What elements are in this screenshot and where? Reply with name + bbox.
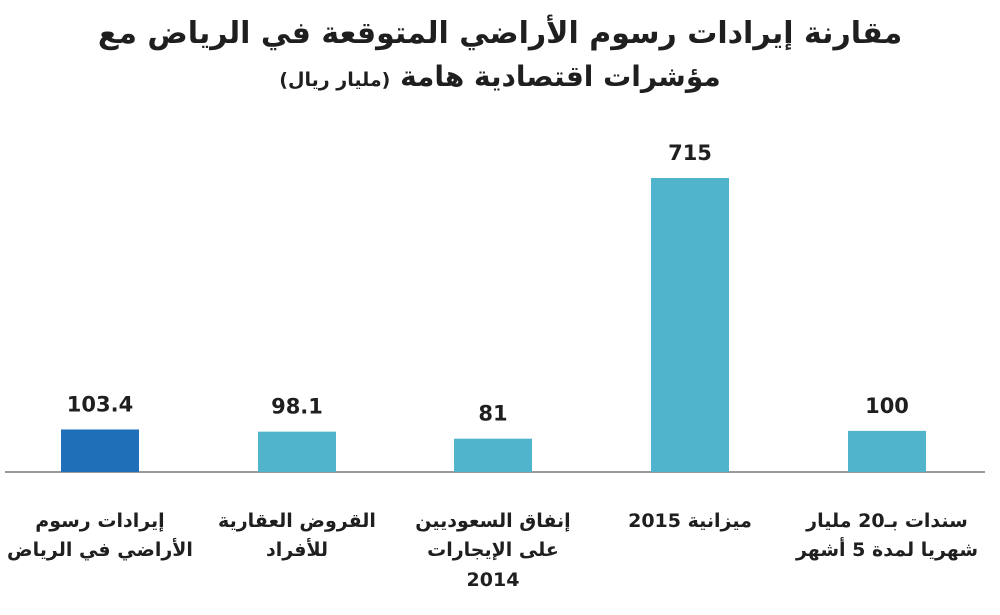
bar-1 [61, 429, 139, 472]
chart-title-line2: مؤشرات اقتصادية هامة (مليار ريال) [0, 60, 1000, 93]
bar-5 [848, 430, 926, 472]
bar-2 [258, 431, 336, 472]
category-label-5: سندات بـ20 مليار شهريا لمدة 5 أشهر [795, 510, 979, 562]
category-label-3: إنفاق السعوديين على الإيجارات 2014 [415, 510, 571, 591]
bar-value-label-3: 81 [478, 402, 507, 426]
bar-value-label-2: 98.1 [271, 395, 323, 419]
category-label-4: ميزانية 2015 [628, 510, 752, 532]
category-label-2: القروض العقارية للأفراد [218, 510, 376, 562]
chart-title-text: مؤشرات اقتصادية هامة [400, 60, 721, 93]
bar-value-label-1: 103.4 [67, 392, 133, 416]
chart-unit: (مليار ريال) [279, 69, 391, 91]
bar-value-label-5: 100 [865, 394, 909, 418]
bar-value-label-4: 715 [668, 141, 712, 165]
category-label-1: إيرادات رسوم الأراضي في الرياض [7, 510, 193, 562]
chart-title-line1: مقارنة إيرادات رسوم الأراضي المتوقعة في … [97, 16, 903, 51]
bar-4 [651, 178, 729, 472]
bar-3 [454, 438, 532, 472]
